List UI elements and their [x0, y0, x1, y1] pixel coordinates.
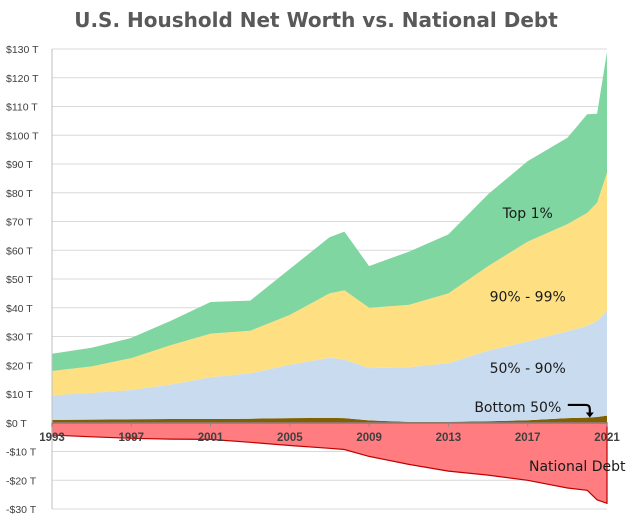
- debt-area: [51, 422, 608, 505]
- x-tick-label: 2017: [515, 432, 541, 444]
- y-axis-ticks: -$30 T -$20 T -$10 T $0 T $10 T $20 T $30 T $40…: [6, 44, 39, 516]
- y-tick-label: $10 T: [6, 389, 33, 401]
- y-tick-label: $20 T: [6, 360, 33, 372]
- y-tick-label: $60 T: [6, 245, 33, 257]
- area-90-99: [52, 172, 607, 396]
- y-tick-label: $50 T: [6, 274, 33, 286]
- area-top-1: [52, 51, 607, 372]
- x-tick-label: 2021: [594, 432, 620, 444]
- x-axis-ticks: 1993 1997 2001 2005 2009 2013 2017 2021: [39, 422, 620, 444]
- annotation-national-debt: National Debt: [529, 459, 626, 475]
- x-tick-label: 2005: [277, 432, 303, 444]
- y-tick-label: $0 T: [6, 418, 27, 430]
- annotation-50-90: 50% - 90%: [490, 361, 566, 377]
- y-tick-label: $30 T: [6, 332, 33, 344]
- x-tick-label: 2009: [356, 432, 382, 444]
- y-tick-label: $120 T: [6, 73, 39, 85]
- y-tick-label: -$10 T: [6, 447, 37, 459]
- annotation-top-1: Top 1%: [502, 206, 553, 222]
- area-national-debt: [51, 422, 608, 505]
- y-tick-label: $100 T: [6, 130, 39, 142]
- axes: [51, 49, 607, 509]
- y-tick-label: $40 T: [6, 303, 33, 315]
- x-tick-label: 1997: [118, 432, 144, 444]
- x-tick-label: 1993: [39, 432, 65, 444]
- y-tick-label: $70 T: [6, 217, 33, 229]
- area-bottom-50: [52, 415, 607, 423]
- y-tick-label: $80 T: [6, 188, 33, 200]
- area-50-90: [52, 310, 607, 422]
- x-tick-label: 2001: [198, 432, 224, 444]
- y-tick-label: $130 T: [6, 44, 39, 56]
- x-tick-label: 2013: [436, 432, 462, 444]
- chart-title: U.S. Houshold Net Worth vs. National Deb…: [74, 8, 558, 32]
- y-tick-label: $110 T: [6, 102, 38, 114]
- y-tick-label: -$20 T: [6, 475, 37, 487]
- y-tick-label: -$30 T: [6, 504, 37, 516]
- bottom-50-arrow: [567, 403, 591, 414]
- series-annotations: Top 1% 90% - 99% 50% - 90% Bottom 50% Nation…: [474, 206, 626, 475]
- bottom-50-arrowhead: [585, 412, 594, 418]
- y-tick-label: $90 T: [6, 159, 33, 171]
- stacked-areas: [52, 51, 607, 423]
- annotation-90-99: 90% - 99%: [490, 289, 566, 305]
- annotation-bottom-50: Bottom 50%: [474, 400, 561, 416]
